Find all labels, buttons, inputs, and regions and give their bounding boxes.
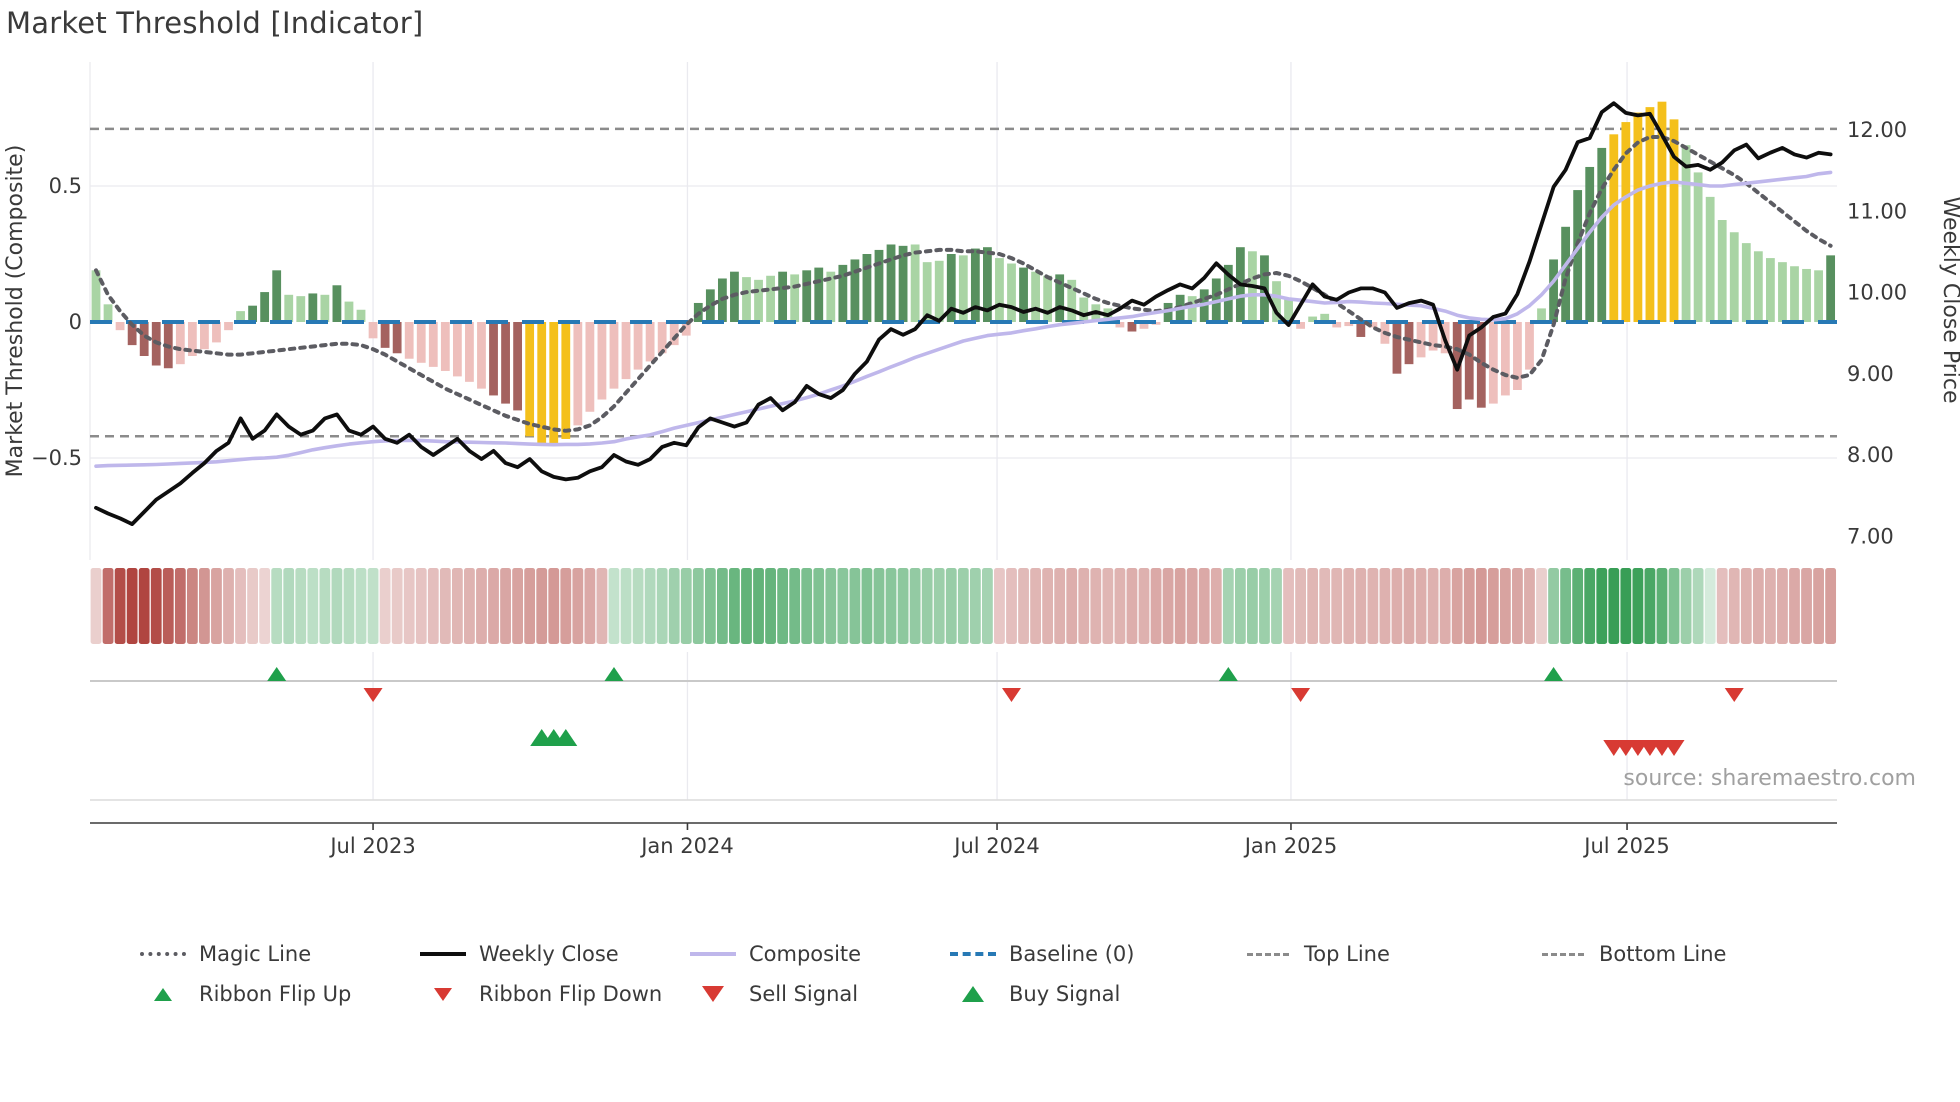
svg-text:Jan 2024: Jan 2024	[639, 834, 734, 858]
legend-label: Bottom Line	[1599, 942, 1727, 966]
ribbon-strip	[90, 568, 1837, 644]
legend-label: Top Line	[1304, 942, 1390, 966]
buy-signal-icon	[950, 986, 996, 1002]
ribbon-flip-down-marker	[363, 688, 383, 702]
buy-signal-marker	[554, 729, 578, 746]
legend-label: Ribbon Flip Down	[479, 982, 663, 1006]
threshold-bars	[90, 101, 1837, 446]
legend-item-baseline: Baseline (0)	[950, 940, 1134, 968]
composite-sample-icon	[690, 952, 736, 956]
bottom-line-sample-icon	[1540, 952, 1586, 956]
svg-text:8.00: 8.00	[1847, 443, 1894, 467]
legend-item-top-line: Top Line	[1245, 940, 1390, 968]
legend-item-weekly-close: Weekly Close	[420, 940, 619, 968]
signal-panel	[90, 667, 1837, 801]
weekly-close-line-path	[94, 101, 1833, 526]
legend-item-sell-signal: Sell Signal	[690, 980, 858, 1008]
legend-item-buy-signal: Buy Signal	[950, 980, 1120, 1008]
legend-label: Ribbon Flip Up	[199, 982, 352, 1006]
legend-label: Sell Signal	[749, 982, 859, 1006]
left-axis-label: Market Threshold (Composite)	[3, 145, 28, 478]
svg-text:9.00: 9.00	[1847, 362, 1894, 386]
line-series	[94, 101, 1833, 526]
svg-text:10.00: 10.00	[1847, 281, 1907, 305]
weekly-close-sample-icon	[420, 952, 466, 956]
ribbon-flip-down-marker	[1724, 688, 1744, 702]
legend-label: Buy Signal	[1009, 982, 1121, 1006]
axis-ticks: Jul 2023 Jan 2024 Jul 2024 Jan 2025 Jul 2025…	[31, 118, 1907, 858]
legend-item-composite: Composite	[690, 940, 861, 968]
svg-text:0.5: 0.5	[49, 174, 82, 198]
top-line-sample-icon	[1245, 952, 1291, 956]
legend-item-ribbon-flip-up: Ribbon Flip Up	[140, 980, 351, 1008]
svg-text:Jul 2023: Jul 2023	[328, 834, 415, 858]
ribbon-flip-down-marker	[1001, 688, 1021, 702]
legend-item-bottom-line: Bottom Line	[1540, 940, 1726, 968]
svg-text:7.00: 7.00	[1847, 524, 1894, 548]
magic-line-path	[94, 135, 1833, 433]
ribbon-flip-up-marker	[604, 667, 624, 681]
ribbon-flip-down-icon	[420, 987, 466, 1001]
ribbon-flip-up-marker	[1218, 667, 1238, 681]
ribbon-flip-up-marker	[267, 667, 287, 681]
right-axis-label: Weekly Close Price	[1938, 197, 1960, 404]
svg-text:Jul 2025: Jul 2025	[1582, 834, 1669, 858]
legend-item-magic-line: Magic Line	[140, 940, 311, 968]
legend-label: Baseline (0)	[1009, 942, 1135, 966]
svg-text:Jan 2025: Jan 2025	[1243, 834, 1338, 858]
svg-text:Jul 2024: Jul 2024	[952, 834, 1039, 858]
ribbon-flip-up-icon	[140, 987, 186, 1001]
sell-signal-icon	[690, 986, 736, 1002]
svg-text:11.00: 11.00	[1847, 199, 1907, 223]
legend-label: Magic Line	[199, 942, 312, 966]
magic-line-sample-icon	[140, 952, 186, 956]
ribbon-flip-up-marker	[1544, 667, 1564, 681]
legend-item-ribbon-flip-down: Ribbon Flip Down	[420, 980, 662, 1008]
svg-text:12.00: 12.00	[1847, 118, 1907, 142]
legend-label: Weekly Close	[479, 942, 619, 966]
page-title: Market Threshold [Indicator]	[6, 6, 424, 40]
svg-text:−0.5: −0.5	[31, 446, 82, 470]
sell-signal-marker	[1663, 740, 1685, 756]
baseline-sample-icon	[950, 952, 996, 956]
composite-line-path	[94, 170, 1833, 468]
ribbon-flip-down-marker	[1291, 688, 1311, 702]
source-caption: source: sharemaestro.com	[1623, 766, 1916, 791]
svg-text:0: 0	[69, 310, 82, 334]
legend-label: Composite	[749, 942, 862, 966]
